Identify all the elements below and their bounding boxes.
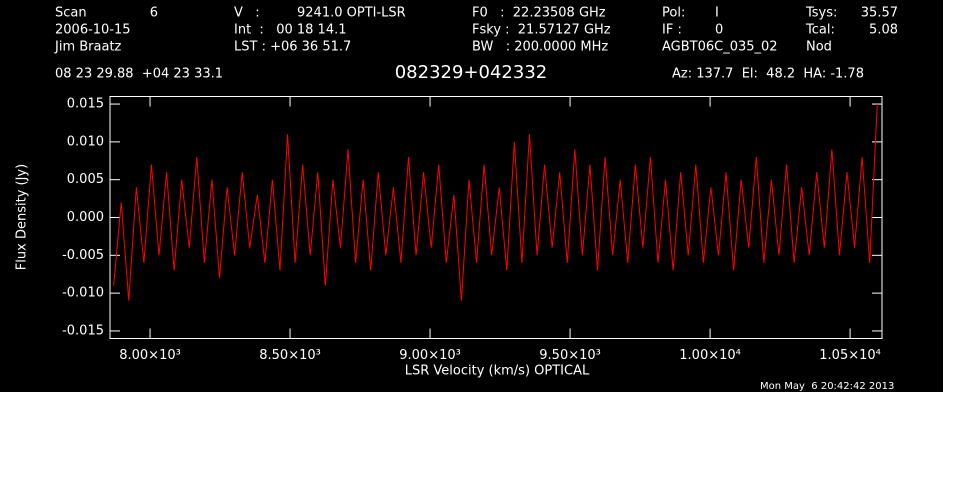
x-tick-label: 1.05×10⁴ xyxy=(819,348,881,363)
y-tick-label: 0.005 xyxy=(67,172,104,187)
y-tick-label: 0.000 xyxy=(67,210,104,225)
annotation: Az: 137.7 El: 48.2 HA: -1.78 xyxy=(672,67,864,82)
annotation: 6 xyxy=(150,6,158,21)
annotation: 08 23 29.88 +04 23 33.1 xyxy=(55,67,223,82)
annotation: LST : +06 36 51.7 xyxy=(234,40,351,55)
annotation: 35.57 xyxy=(861,6,898,21)
annotation: 0 xyxy=(715,23,723,38)
plot-background xyxy=(0,0,943,392)
annotation: Nod xyxy=(806,40,832,55)
annotation: V : xyxy=(234,6,260,21)
y-axis-label: Flux Density (Jy) xyxy=(15,164,30,270)
annotation: Tcal: xyxy=(805,23,835,38)
annotation: Scan xyxy=(55,6,87,21)
annotation: F0 : 22.23508 GHz xyxy=(472,6,606,21)
annotation: 2006-10-15 xyxy=(55,23,131,38)
y-tick-label: 0.010 xyxy=(67,134,104,149)
y-tick-label: -0.015 xyxy=(62,323,104,338)
annotation: 9241.0 OPTI-LSR xyxy=(297,6,406,21)
annotation: Int : 00 18 14.1 xyxy=(234,23,347,38)
x-tick-label: 1.00×10⁴ xyxy=(679,348,741,363)
annotation: Fsky : 21.57127 GHz xyxy=(472,23,611,38)
x-axis-label: LSR Velocity (km/s) OPTICAL xyxy=(405,364,590,379)
chart-title: 082329+042332 xyxy=(395,62,548,83)
annotation: AGBT06C_035_02 xyxy=(662,40,778,55)
annotation: Tsys: xyxy=(805,6,837,21)
annotation: I xyxy=(715,6,719,21)
annotation: IF : xyxy=(662,23,682,38)
annotation: Jim Braatz xyxy=(54,40,122,55)
x-tick-label: 8.00×10³ xyxy=(119,348,181,363)
x-tick-label: 8.50×10³ xyxy=(259,348,321,363)
y-tick-label: -0.005 xyxy=(62,248,104,263)
y-tick-label: 0.015 xyxy=(67,97,104,112)
spectrum-line xyxy=(113,104,878,301)
annotation: 5.08 xyxy=(869,23,898,38)
annotation: BW : 200.0000 MHz xyxy=(472,40,608,55)
annotation: Pol: xyxy=(662,6,685,21)
y-tick-label: -0.010 xyxy=(62,286,104,301)
x-tick-label: 9.50×10³ xyxy=(539,348,601,363)
x-tick-label: 9.00×10³ xyxy=(399,348,461,363)
annotation: Mon May 6 20:42:42 2013 xyxy=(760,381,894,392)
